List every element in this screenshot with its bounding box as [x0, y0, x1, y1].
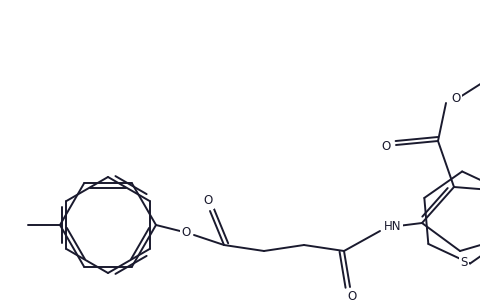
Text: HN: HN: [384, 221, 401, 233]
Text: S: S: [460, 257, 468, 270]
Text: O: O: [451, 92, 461, 106]
Text: O: O: [181, 226, 191, 240]
Text: O: O: [382, 140, 391, 153]
Text: O: O: [348, 290, 357, 303]
Text: O: O: [204, 194, 213, 208]
